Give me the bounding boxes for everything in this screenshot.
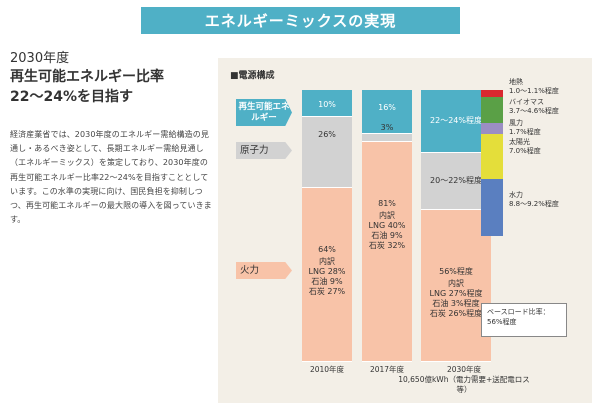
renewable-label: 風力 1.7%程度 bbox=[509, 119, 541, 137]
bar-segment: 26% bbox=[302, 117, 352, 188]
bar-breakdown-label: 石油 9% bbox=[311, 276, 343, 286]
bar-label: 20～22%程度 bbox=[430, 176, 482, 186]
bar-label: 81% bbox=[378, 198, 396, 208]
renewable-value: 7.0%程度 bbox=[509, 147, 541, 155]
bar-segment: 64% 内訳 LNG 28% 石油 9% 石炭 27% bbox=[302, 187, 352, 362]
bar-segment: 16% bbox=[362, 90, 412, 134]
bar-breakdown-label: 内訳 bbox=[379, 210, 395, 220]
renewable-label: 地熱 1.0～1.1%程度 bbox=[509, 78, 559, 96]
renewable-value: 3.7～4.6%程度 bbox=[509, 107, 559, 115]
bar-breakdown-label: LNG 27%程度 bbox=[429, 288, 483, 298]
renewable-label: 太陽光 7.0%程度 bbox=[509, 138, 541, 156]
xlabel-2010: 2010年度 bbox=[309, 365, 345, 374]
baseload-value: 56%程度 bbox=[487, 318, 517, 326]
chart-title: ■電源構成 bbox=[230, 71, 275, 81]
renewable-name: バイオマス bbox=[509, 98, 544, 106]
bar-breakdown-label: 内訳 bbox=[319, 256, 335, 266]
renewable-segment bbox=[481, 90, 503, 97]
body-text: 経済産業省では、2030年度のエネルギー需給構造の見通し・あるべき姿として、長期… bbox=[10, 130, 212, 225]
renewable-value: 8.8～9.2%程度 bbox=[509, 200, 559, 208]
heading-line1: 再生可能エネルギー比率 bbox=[10, 69, 164, 85]
renewable-segment bbox=[481, 123, 503, 134]
renewable-label: バイオマス 3.7～4.6%程度 bbox=[509, 98, 559, 116]
heading-line2: 22～24%を目指す bbox=[10, 89, 133, 105]
renewable-name: 地熱 bbox=[509, 78, 523, 86]
bar-breakdown-label: LNG 40% bbox=[368, 220, 406, 230]
renewable-value: 1.7%程度 bbox=[509, 128, 541, 136]
renewable-name: 水力 bbox=[509, 191, 523, 199]
heading-year: 2030年度 bbox=[10, 51, 70, 66]
renewable-name: 太陽光 bbox=[509, 138, 530, 146]
bar-label: 10% bbox=[318, 99, 336, 109]
bar-segment: 10% bbox=[302, 90, 352, 118]
bar-breakdown-label: 石油 9% bbox=[371, 230, 403, 240]
legend-thermal: 火力 bbox=[236, 262, 292, 279]
bar-segment: 22～24%程度 bbox=[421, 90, 491, 153]
banner-title: エネルギーミックスの実現 bbox=[141, 7, 460, 34]
renewable-segment bbox=[481, 178, 503, 236]
legend-renewable: 再生可能エネルギー bbox=[236, 99, 292, 126]
renewable-value: 1.0～1.1%程度 bbox=[509, 87, 559, 95]
baseload-box: ベースロード比率： 56%程度 bbox=[481, 303, 567, 337]
renewable-segment bbox=[481, 133, 503, 179]
legend-nuclear: 原子力 bbox=[236, 142, 292, 159]
bar-breakdown-label: LNG 28% bbox=[308, 266, 346, 276]
bar-breakdown-label: 石油 3%程度 bbox=[432, 298, 480, 308]
bar-breakdown-label: 石炭 27% bbox=[308, 286, 346, 296]
baseload-label: ベースロード比率： bbox=[487, 308, 550, 316]
xlabel-2030: 2030年度 bbox=[446, 365, 482, 374]
bar-breakdown-label: 石炭 32% bbox=[368, 240, 406, 250]
bar-label: 56%程度 bbox=[439, 266, 473, 276]
bar-label: 26% bbox=[318, 130, 336, 140]
bar-label: 16% bbox=[378, 103, 396, 112]
chart-panel: ■電源構成 再生可能エネルギー 原子力 火力 10% 26% 64% 内訳 LNG 28… bbox=[218, 58, 592, 403]
xlabel-2017: 2017年度 bbox=[369, 365, 405, 374]
bar-label: 64% bbox=[318, 244, 336, 254]
renewable-name: 風力 bbox=[509, 119, 523, 127]
bar-label: 22～24%程度 bbox=[430, 116, 482, 126]
bar-breakdown-label: 石炭 26%程度 bbox=[429, 308, 483, 318]
bar-segment: 81% 内訳 LNG 40% 石油 9% 石炭 32% bbox=[362, 141, 412, 362]
bar-segment: 20～22%程度 bbox=[421, 152, 491, 210]
banner: エネルギーミックスの実現 bbox=[0, 0, 600, 40]
heading: 2030年度 再生可能エネルギー比率 22～24%を目指す bbox=[10, 50, 215, 107]
renewable-label: 水力 8.8～9.2%程度 bbox=[509, 191, 559, 209]
bar-label: 3% bbox=[380, 122, 394, 132]
renewable-segment bbox=[481, 96, 503, 124]
xlabel-2030-note: 10,650億kWh（電力需要+送配電ロス等） bbox=[398, 375, 530, 394]
bar-segment: 56%程度内訳 LNG 27%程度 石油 3%程度 石炭 26%程度 bbox=[421, 209, 491, 362]
bar-breakdown-label: 内訳 bbox=[448, 278, 464, 288]
bar-segment: 3% bbox=[362, 123, 412, 142]
